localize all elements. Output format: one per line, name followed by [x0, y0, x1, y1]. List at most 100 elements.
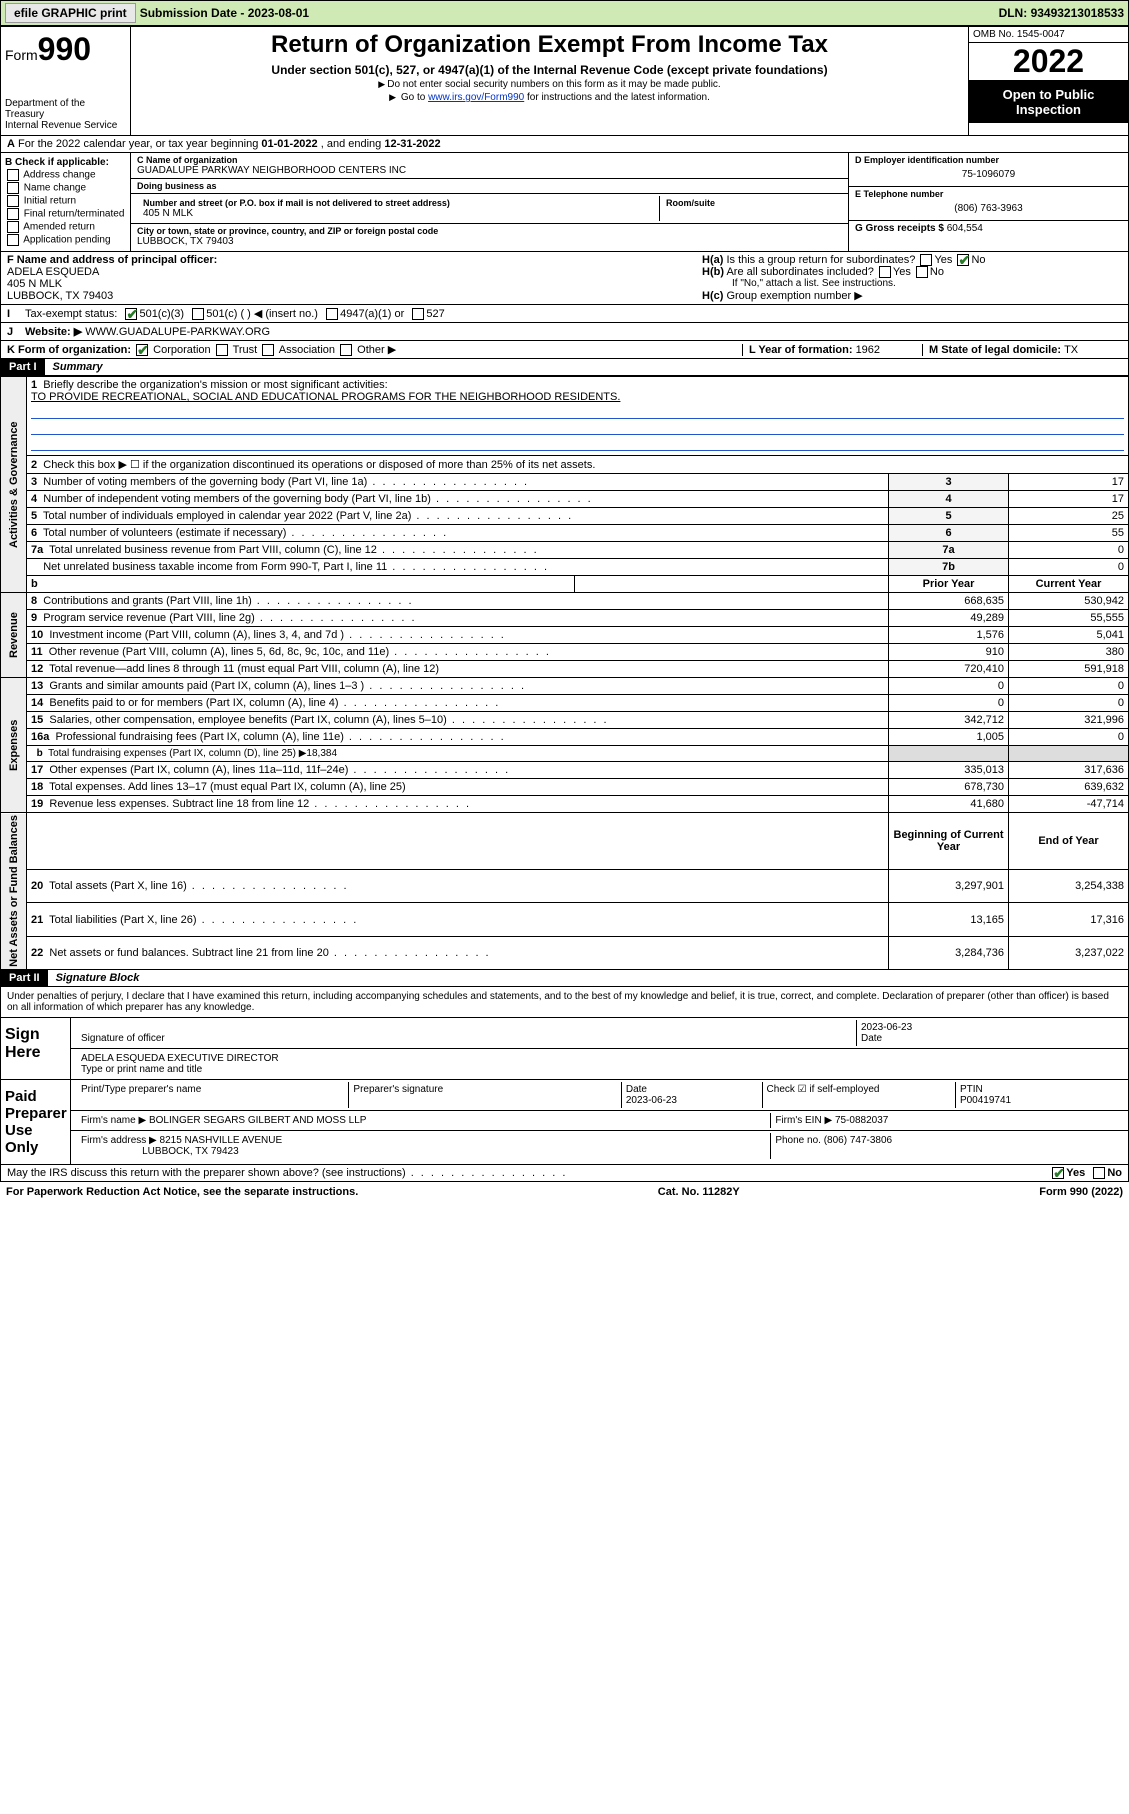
submission-label: Submission Date - 2023-08-01: [140, 6, 309, 20]
sign-here-label: Sign Here: [1, 1018, 71, 1079]
goto-note: Go to www.irs.gov/Form990 for instructio…: [139, 92, 960, 103]
room-suite-lbl: Room/suite: [666, 198, 836, 208]
cb-501c[interactable]: [192, 308, 204, 320]
city-box: City or town, state or province, country…: [131, 224, 848, 249]
part-i-header: Part I Summary: [0, 359, 1129, 376]
header-left: Form990 Department of the Treasury Inter…: [1, 27, 131, 135]
cb-assoc[interactable]: [262, 344, 274, 356]
line-2: 2 Check this box ▶ ☐ if the organization…: [27, 456, 1129, 474]
col-b-header: B Check if applicable:: [5, 157, 126, 168]
mission-text: TO PROVIDE RECREATIONAL, SOCIAL AND EDUC…: [31, 391, 620, 403]
website-value: WWW.GUADALUPE-PARKWAY.ORG: [85, 326, 270, 338]
col-c: C Name of organization GUADALUPE PARKWAY…: [131, 153, 848, 251]
col-b-checkboxes: B Check if applicable: Address change Na…: [1, 153, 131, 251]
ptin: P00419741: [960, 1095, 1011, 1106]
ein: 75-1096079: [855, 165, 1122, 184]
gross-receipts: 604,554: [947, 223, 983, 234]
side-net: Net Assets or Fund Balances: [1, 813, 27, 970]
part-ii-header: Part II Signature Block: [0, 970, 1129, 987]
table-row: 5 Total number of individuals employed i…: [1, 508, 1129, 525]
cb-527[interactable]: [412, 308, 424, 320]
city: LUBBOCK, TX 79403: [137, 236, 842, 247]
col-hdr-row: bPrior YearCurrent Year: [1, 576, 1129, 593]
officer-name-title: ADELA ESQUEDA EXECUTIVE DIRECTOR: [81, 1053, 279, 1064]
phone: (806) 763-3963: [855, 199, 1122, 218]
table-row: 18 Total expenses. Add lines 13–17 (must…: [1, 779, 1129, 796]
cb-4947[interactable]: [326, 308, 338, 320]
row-m: M State of legal domicile: TX: [922, 344, 1122, 356]
cb-amended[interactable]: Amended return: [5, 221, 126, 233]
table-row: 19 Revenue less expenses. Subtract line …: [1, 796, 1129, 813]
table-row: 16a Professional fundraising fees (Part …: [1, 729, 1129, 746]
table-row: 20 Total assets (Part X, line 16)3,297,9…: [1, 870, 1129, 903]
cb-name-change[interactable]: Name change: [5, 182, 126, 194]
cb-initial-return[interactable]: Initial return: [5, 195, 126, 207]
form-subtitle: Under section 501(c), 527, or 4947(a)(1)…: [139, 63, 960, 77]
omb-number: OMB No. 1545-0047: [969, 27, 1128, 43]
side-governance: Activities & Governance: [1, 377, 27, 593]
table-row: 14 Benefits paid to or for members (Part…: [1, 695, 1129, 712]
table-row: 22 Net assets or fund balances. Subtract…: [1, 936, 1129, 969]
table-row: 15 Salaries, other compensation, employe…: [1, 712, 1129, 729]
irs-label: Internal Revenue Service: [5, 120, 126, 131]
form-ref: Form 990 (2022): [1039, 1186, 1123, 1198]
page-footer: For Paperwork Reduction Act Notice, see …: [0, 1182, 1129, 1202]
dba-box: Doing business as: [131, 179, 848, 194]
tax-year: 2022: [969, 43, 1128, 81]
cb-trust[interactable]: [216, 344, 228, 356]
street-box: Number and street (or P.O. box if mail i…: [131, 194, 848, 224]
signature-block: Under penalties of perjury, I declare th…: [0, 987, 1129, 1165]
cb-corp[interactable]: [136, 344, 148, 356]
org-name-box: C Name of organization GUADALUPE PARKWAY…: [131, 153, 848, 179]
sign-here-row: Sign Here Signature of officer 2023-06-2…: [1, 1017, 1128, 1079]
line-1: 1 Briefly describe the organization's mi…: [27, 377, 1129, 456]
row-klm: K Form of organization: Corporation Trus…: [0, 341, 1129, 359]
table-row: 4 Number of independent voting members o…: [1, 491, 1129, 508]
dln: DLN: 93493213018533: [999, 6, 1124, 20]
paid-preparer-label: Paid Preparer Use Only: [1, 1080, 71, 1164]
ha-yes-cb[interactable]: [920, 254, 932, 266]
cb-501c3[interactable]: [125, 308, 137, 320]
table-row: Net unrelated business taxable income fr…: [1, 559, 1129, 576]
hb-yes-cb[interactable]: [879, 266, 891, 278]
row-j-website: J Website: ▶ WWW.GUADALUPE-PARKWAY.ORG: [0, 323, 1129, 341]
org-name: GUADALUPE PARKWAY NEIGHBORHOOD CENTERS I…: [137, 165, 842, 176]
table-row: 9 Program service revenue (Part VIII, li…: [1, 610, 1129, 627]
firm-ein: 75-0882037: [835, 1115, 888, 1126]
dept-treasury: Department of the Treasury: [5, 98, 126, 120]
gross-box: G Gross receipts $ 604,554: [849, 221, 1128, 236]
table-row: 17 Other expenses (Part IX, column (A), …: [1, 762, 1129, 779]
header-right: OMB No. 1545-0047 2022 Open to Public In…: [968, 27, 1128, 135]
irs-link[interactable]: www.irs.gov/Form990: [428, 92, 524, 103]
row-a-tax-year: A For the 2022 calendar year, or tax yea…: [0, 136, 1129, 153]
efile-print-button[interactable]: efile GRAPHIC print: [5, 3, 136, 23]
discuss-no-cb[interactable]: [1093, 1167, 1105, 1179]
discuss-yes-cb[interactable]: [1052, 1167, 1064, 1179]
cb-address-change[interactable]: Address change: [5, 169, 126, 181]
table-row: 10 Investment income (Part VIII, column …: [1, 627, 1129, 644]
paid-preparer-row: Paid Preparer Use Only Print/Type prepar…: [1, 1079, 1128, 1164]
row-l: L Year of formation: 1962: [742, 344, 922, 356]
table-row: b Total fundraising expenses (Part IX, c…: [1, 746, 1129, 762]
ein-box: D Employer identification number 75-1096…: [849, 153, 1128, 187]
firm-name: BOLINGER SEGARS GILBERT AND MOSS LLP: [149, 1115, 366, 1126]
hb-no-cb[interactable]: [916, 266, 928, 278]
form-header: Form990 Department of the Treasury Inter…: [0, 26, 1129, 136]
cb-other[interactable]: [340, 344, 352, 356]
ha-no-cb[interactable]: [957, 254, 969, 266]
cb-application-pending[interactable]: Application pending: [5, 234, 126, 246]
table-row: 6 Total number of volunteers (estimate i…: [1, 525, 1129, 542]
phone-box: E Telephone number (806) 763-3963: [849, 187, 1128, 221]
row-f-h: F Name and address of principal officer:…: [0, 252, 1129, 305]
side-revenue: Revenue: [1, 593, 27, 678]
table-row: 3 Number of voting members of the govern…: [1, 474, 1129, 491]
row-k: K Form of organization: Corporation Trus…: [7, 343, 742, 356]
open-inspection: Open to Public Inspection: [969, 81, 1128, 123]
form-number: Form990: [5, 31, 126, 68]
side-expenses: Expenses: [1, 678, 27, 813]
row-i-tax-status: I Tax-exempt status: 501(c)(3) 501(c) ( …: [0, 305, 1129, 323]
cb-final-return[interactable]: Final return/terminated: [5, 208, 126, 220]
h-group: H(a) Is this a group return for subordin…: [702, 254, 1122, 302]
table-row: 12 Total revenue—add lines 8 through 11 …: [1, 661, 1129, 678]
pra-notice: For Paperwork Reduction Act Notice, see …: [6, 1186, 358, 1198]
